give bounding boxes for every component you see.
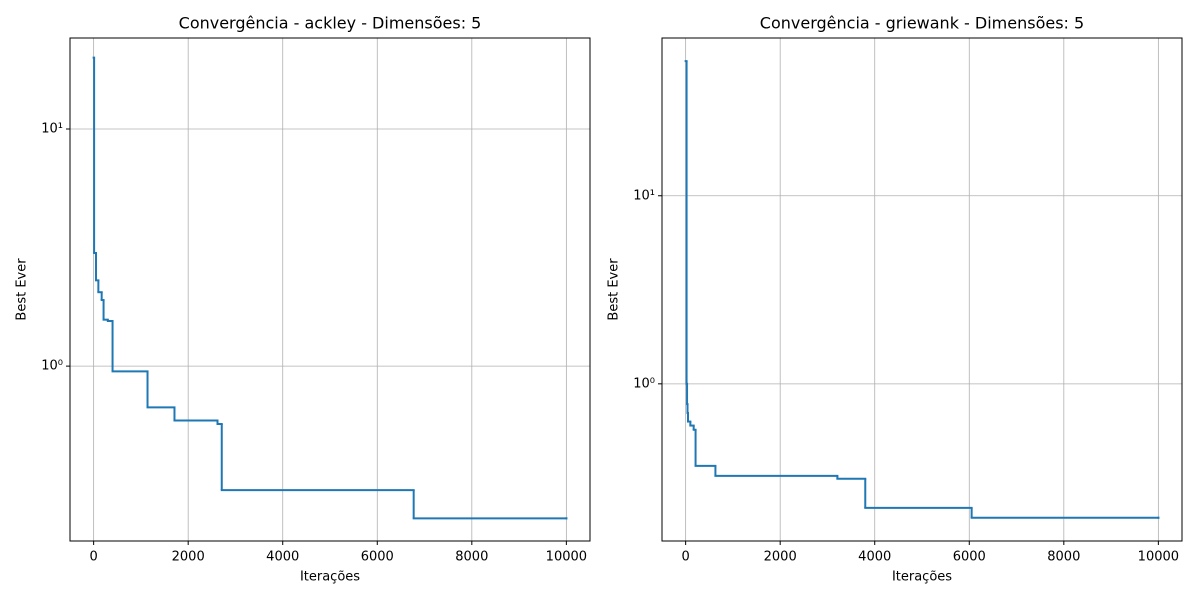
y-tick-label: 10¹ (41, 122, 63, 137)
x-tick-label: 10000 (546, 550, 587, 565)
x-tick-label: 0 (681, 550, 689, 565)
x-tick-label: 0 (89, 550, 97, 565)
x-axis-label: Iterações (300, 570, 360, 585)
chart-title: Convergência - griewank - Dimensões: 5 (760, 14, 1084, 33)
y-axis-label: Best Ever (607, 258, 622, 321)
y-tick-label: 10⁰ (633, 376, 655, 391)
plot-frame (69, 37, 591, 542)
x-tick-label: 6000 (953, 550, 986, 565)
x-tick-label: 4000 (858, 550, 891, 565)
x-tick-label: 2000 (764, 550, 797, 565)
x-axis-label: Iterações (892, 570, 952, 585)
x-tick-label: 6000 (361, 550, 394, 565)
x-tick-label: 8000 (1047, 550, 1080, 565)
x-tick-label: 8000 (455, 550, 488, 565)
y-tick-label: 10¹ (633, 188, 655, 203)
x-tick-label: 4000 (266, 550, 299, 565)
y-axis-label: Best Ever (15, 258, 30, 321)
x-tick-label: 2000 (172, 550, 205, 565)
y-tick-label: 10⁰ (41, 359, 63, 374)
chart-title: Convergência - ackley - Dimensões: 5 (179, 14, 482, 33)
plot-frame (661, 37, 1183, 542)
x-tick-label: 10000 (1138, 550, 1179, 565)
